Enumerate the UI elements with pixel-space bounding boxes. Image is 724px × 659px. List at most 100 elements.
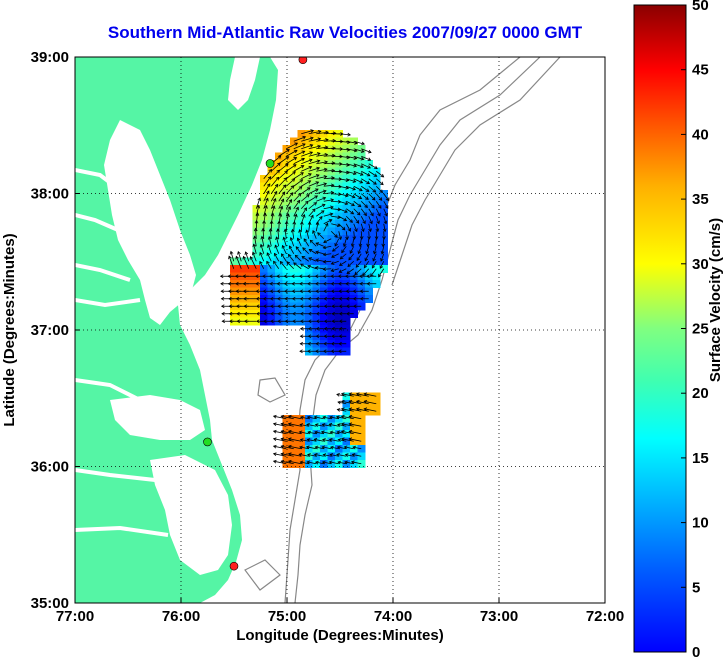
velocity-cell <box>357 430 366 438</box>
velocity-cell <box>267 250 276 258</box>
velocity-cell <box>282 460 291 468</box>
velocity-cell <box>290 437 298 446</box>
y-tick-label: 36:00 <box>31 459 69 476</box>
velocity-arrow <box>360 200 368 208</box>
velocity-arrow <box>316 175 328 180</box>
velocity-cell <box>252 235 261 243</box>
velocity-arrow <box>316 210 325 217</box>
velocity-arrow <box>305 445 317 450</box>
velocity-arrow <box>315 296 324 301</box>
velocity-arrow <box>380 246 385 255</box>
radar-station-marker <box>229 561 239 571</box>
velocity-arrow <box>261 227 266 239</box>
velocity-cell <box>290 265 298 273</box>
velocity-arrow <box>322 453 332 457</box>
velocity-cell <box>305 227 313 236</box>
velocity-arrow <box>308 195 319 202</box>
velocity-arrow <box>375 178 384 186</box>
velocity-arrow <box>323 131 337 136</box>
velocity-cell <box>305 250 313 258</box>
colorbar-tick-label: 50 <box>692 0 709 14</box>
velocity-arrow <box>338 341 347 346</box>
colorbar-tick-label: 0 <box>692 644 700 659</box>
velocity-arrow <box>340 407 354 412</box>
velocity-arrow <box>272 422 287 427</box>
colorbar-tick-label: 35 <box>692 191 709 208</box>
velocity-arrow <box>300 207 307 217</box>
velocity-arrow <box>307 430 317 435</box>
velocity-arrow <box>341 246 347 254</box>
velocity-cell <box>335 317 343 326</box>
velocity-cell <box>357 392 366 401</box>
velocity-cell <box>335 445 343 453</box>
velocity-arrow <box>300 194 310 202</box>
velocity-arrow <box>274 244 280 254</box>
velocity-arrow <box>259 243 265 254</box>
velocity-arrow <box>299 341 309 346</box>
velocity-arrow <box>299 289 309 294</box>
velocity-cell <box>357 445 366 453</box>
velocity-cell <box>297 445 306 453</box>
velocity-arrow <box>299 319 309 324</box>
velocity-arrow <box>280 437 294 442</box>
velocity-cell <box>372 407 381 416</box>
rivers <box>75 168 169 537</box>
velocity-arrow <box>322 259 332 264</box>
velocity-cell <box>327 325 336 333</box>
velocity-arrow <box>375 223 380 233</box>
velocity-cell <box>335 310 343 318</box>
velocity-arrow <box>243 304 257 309</box>
velocity-arrow <box>361 155 372 162</box>
velocity-cell <box>372 392 381 401</box>
velocity-cell <box>305 265 313 273</box>
velocity-arrow <box>339 253 347 260</box>
velocity-arrow <box>294 254 302 262</box>
velocity-cell <box>305 437 313 446</box>
velocity-cell <box>260 235 268 243</box>
velocity-cell <box>335 265 343 273</box>
velocity-cell <box>327 242 336 251</box>
velocity-arrow <box>323 222 329 232</box>
velocity-cell <box>357 265 366 273</box>
velocity-arrow <box>315 319 324 324</box>
velocity-cell <box>350 422 358 431</box>
velocity-arrow <box>346 185 356 191</box>
velocity-arrow <box>308 144 322 150</box>
velocity-cell <box>260 190 268 198</box>
y-tick-label: 39:00 <box>31 49 69 66</box>
colorbar-tick-label: 20 <box>692 385 709 402</box>
velocity-cell <box>365 287 373 296</box>
velocity-cell <box>350 310 358 318</box>
velocity-cell <box>290 422 298 431</box>
velocity-arrow <box>243 311 257 316</box>
velocity-cell <box>260 205 268 213</box>
pamlico-sound <box>150 455 232 575</box>
velocity-arrow <box>366 274 377 279</box>
velocity-arrow <box>382 223 387 233</box>
velocity-cell <box>312 430 321 438</box>
velocity-arrow <box>301 187 311 195</box>
velocity-arrow <box>361 178 371 184</box>
velocity-arrow <box>267 236 272 247</box>
velocity-cell <box>290 430 298 438</box>
velocity-arrow <box>313 415 324 420</box>
velocity-arrow <box>356 253 362 262</box>
velocity-cell <box>342 340 351 348</box>
velocity-arrow <box>276 228 280 239</box>
velocity-cell <box>282 250 291 258</box>
velocity-arrow <box>308 188 319 195</box>
velocity-cell <box>267 175 276 183</box>
velocity-arrow <box>301 151 314 157</box>
velocity-cell <box>342 415 351 423</box>
velocity-arrow <box>295 246 302 254</box>
velocity-arrow <box>299 445 309 450</box>
velocity-cell <box>350 430 358 438</box>
velocity-arrow <box>368 216 373 225</box>
velocity-arrow <box>280 422 294 427</box>
x-tick-label: 74:00 <box>374 608 412 625</box>
velocity-cell <box>275 235 283 243</box>
velocity-arrow <box>330 349 339 354</box>
velocity-arrow <box>346 163 358 168</box>
velocity-arrow <box>293 165 305 172</box>
velocity-arrow <box>315 281 324 286</box>
